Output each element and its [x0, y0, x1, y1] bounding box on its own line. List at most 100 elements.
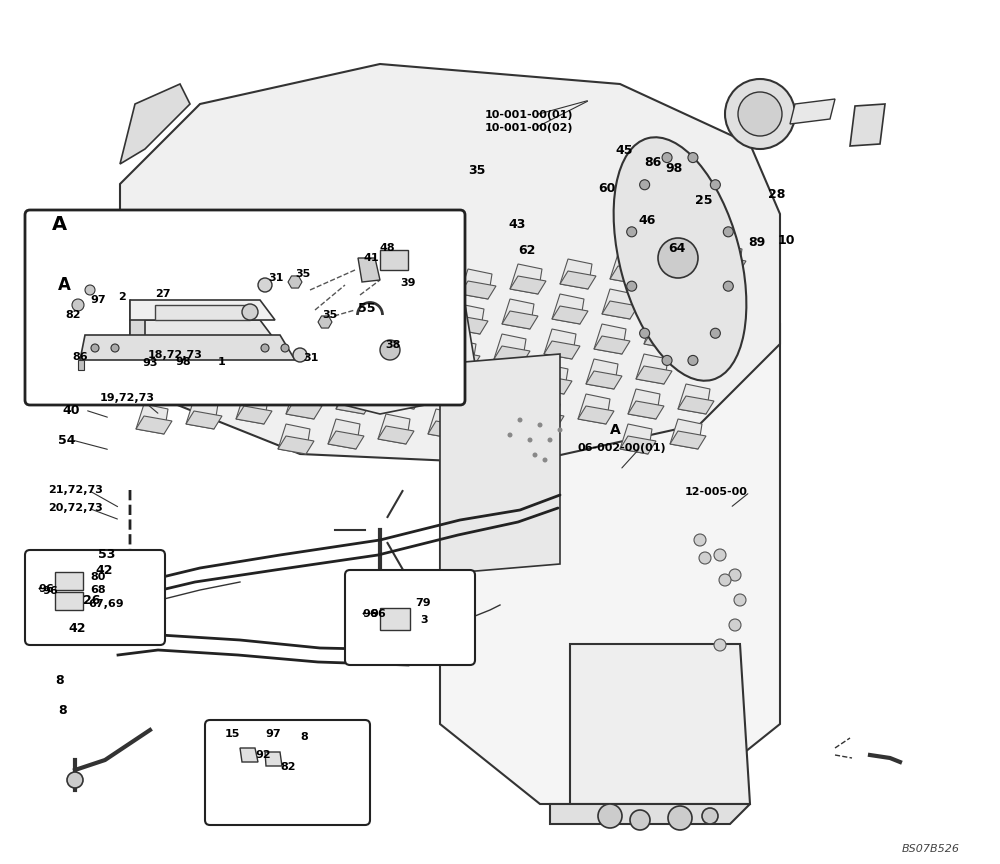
Polygon shape — [452, 316, 488, 334]
Polygon shape — [130, 300, 145, 350]
Circle shape — [719, 574, 731, 586]
Text: 96: 96 — [38, 584, 54, 594]
Polygon shape — [510, 276, 546, 294]
Circle shape — [688, 355, 698, 365]
Text: A: A — [610, 423, 621, 437]
Polygon shape — [502, 311, 538, 329]
Polygon shape — [130, 300, 275, 320]
Text: 28: 28 — [768, 188, 785, 201]
Polygon shape — [310, 284, 342, 314]
FancyBboxPatch shape — [345, 570, 475, 665]
Circle shape — [710, 328, 720, 338]
Circle shape — [627, 281, 637, 291]
Text: 68: 68 — [90, 585, 106, 595]
Polygon shape — [136, 404, 168, 434]
Polygon shape — [402, 309, 434, 339]
Text: 67,69: 67,69 — [88, 599, 124, 609]
Text: 80: 80 — [90, 572, 105, 582]
Polygon shape — [244, 359, 276, 389]
Text: 42: 42 — [68, 621, 86, 634]
Circle shape — [729, 569, 741, 581]
Text: 35: 35 — [295, 269, 310, 279]
Polygon shape — [578, 406, 614, 424]
Polygon shape — [286, 389, 318, 419]
Polygon shape — [594, 324, 626, 354]
Bar — [380, 608, 410, 630]
Text: 18,72,73: 18,72,73 — [148, 350, 203, 360]
Polygon shape — [410, 286, 446, 304]
Polygon shape — [494, 334, 526, 364]
Text: 41: 41 — [363, 253, 379, 263]
Circle shape — [518, 417, 522, 422]
Polygon shape — [130, 320, 275, 340]
Text: 86: 86 — [644, 156, 661, 168]
Text: 86: 86 — [72, 352, 88, 362]
Text: A: A — [52, 215, 67, 234]
FancyBboxPatch shape — [25, 550, 165, 645]
Polygon shape — [444, 351, 480, 369]
Text: 98: 98 — [665, 162, 682, 175]
Text: 97: 97 — [265, 729, 281, 739]
Polygon shape — [660, 261, 696, 279]
Text: 96: 96 — [42, 586, 58, 596]
Polygon shape — [244, 371, 280, 389]
Polygon shape — [694, 326, 730, 344]
Text: 48: 48 — [380, 243, 396, 253]
Circle shape — [508, 433, 512, 437]
Polygon shape — [460, 281, 496, 299]
Circle shape — [627, 227, 637, 237]
Circle shape — [548, 437, 552, 442]
Polygon shape — [252, 324, 284, 354]
Polygon shape — [652, 296, 688, 314]
Polygon shape — [440, 354, 560, 574]
Polygon shape — [536, 376, 572, 394]
Polygon shape — [678, 384, 710, 414]
Circle shape — [258, 278, 272, 292]
Text: 2: 2 — [118, 292, 126, 302]
Text: 60: 60 — [598, 181, 615, 194]
Text: 25: 25 — [695, 194, 712, 206]
Polygon shape — [428, 421, 464, 439]
Polygon shape — [186, 399, 218, 429]
Polygon shape — [440, 324, 780, 804]
Circle shape — [702, 808, 718, 824]
Ellipse shape — [614, 137, 746, 381]
Polygon shape — [586, 359, 618, 389]
Circle shape — [723, 281, 733, 291]
Text: 93: 93 — [142, 358, 158, 368]
Text: 8: 8 — [58, 703, 67, 716]
Text: 3: 3 — [420, 615, 428, 625]
Polygon shape — [610, 254, 642, 284]
Text: 38: 38 — [385, 340, 400, 350]
Polygon shape — [328, 419, 360, 449]
Circle shape — [658, 238, 698, 278]
Polygon shape — [436, 386, 472, 404]
Text: 10: 10 — [778, 233, 796, 246]
Text: 8: 8 — [300, 732, 308, 742]
Polygon shape — [202, 329, 234, 359]
Polygon shape — [380, 250, 408, 270]
Circle shape — [67, 772, 83, 788]
Polygon shape — [360, 279, 392, 309]
Polygon shape — [236, 406, 272, 424]
Polygon shape — [120, 84, 190, 164]
Polygon shape — [344, 349, 376, 379]
Polygon shape — [628, 389, 660, 419]
Polygon shape — [670, 431, 706, 449]
Circle shape — [380, 340, 400, 360]
Circle shape — [725, 79, 795, 149]
Text: 45: 45 — [615, 143, 633, 156]
Text: 92: 92 — [255, 750, 271, 760]
Polygon shape — [310, 296, 346, 314]
Polygon shape — [352, 326, 388, 344]
Polygon shape — [386, 391, 422, 409]
Polygon shape — [80, 335, 295, 360]
Circle shape — [640, 328, 650, 338]
Polygon shape — [710, 244, 742, 274]
Text: 19,72,73: 19,72,73 — [100, 393, 155, 403]
Circle shape — [668, 806, 692, 830]
Polygon shape — [550, 804, 750, 824]
Text: 35: 35 — [468, 163, 485, 176]
Polygon shape — [528, 399, 560, 429]
Text: 15: 15 — [225, 729, 240, 739]
